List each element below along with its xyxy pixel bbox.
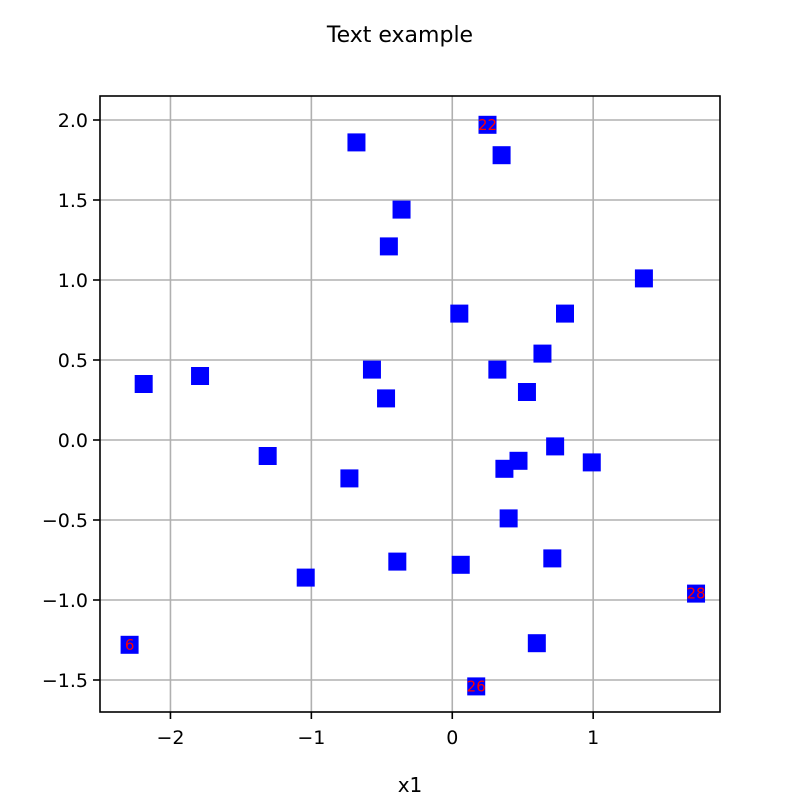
- x-tick-label: 0: [446, 727, 458, 749]
- scatter-point: [347, 133, 366, 152]
- y-tick-label: 1.5: [58, 190, 88, 212]
- scatter-point: [296, 568, 315, 587]
- point-annotation: 22: [478, 116, 497, 134]
- x-tick-label: −2: [156, 727, 184, 749]
- point-annotation: 6: [125, 636, 135, 654]
- scatter-point: [120, 635, 139, 654]
- point-annotation: 28: [686, 585, 705, 603]
- scatter-point: [533, 344, 552, 363]
- scatter-point: [492, 146, 511, 165]
- scatter-point: [258, 447, 277, 465]
- scatter-point: [379, 237, 398, 256]
- y-tick-label: 2.0: [58, 110, 88, 132]
- scatter-point: [478, 115, 497, 134]
- scatter-point: [451, 555, 470, 574]
- point-annotation: 26: [467, 677, 486, 695]
- scatter-point: [634, 269, 653, 288]
- y-tick-label: −1.0: [42, 590, 88, 612]
- scatter-point: [134, 375, 153, 393]
- scatter-point: [517, 383, 536, 401]
- scatter-point: [556, 304, 574, 323]
- x-axis-label: x1: [398, 773, 423, 797]
- x-tick-label: −1: [297, 727, 325, 749]
- scatter-point: [546, 437, 565, 456]
- scatter-point: [340, 469, 359, 488]
- y-tick-label: −0.5: [42, 510, 88, 532]
- y-tick-label: −1.5: [42, 670, 88, 692]
- scatter-point: [450, 304, 469, 323]
- scatter-point: [509, 451, 528, 470]
- scatter-point: [388, 552, 407, 571]
- scatter-point: [495, 459, 514, 478]
- scatter-point: [687, 584, 706, 603]
- grid: [100, 96, 720, 712]
- x-tick-label: 1: [587, 727, 599, 749]
- scatter-point: [191, 367, 210, 385]
- scatter-point: [499, 509, 518, 528]
- scatter-point: [488, 360, 507, 379]
- axis-ticks: −2 −1 0 1 −1.5 −1.0 −0.5 0.0 0.5 1.0 1.5 2.0: [42, 110, 599, 749]
- y-tick-label: 0.5: [58, 350, 88, 372]
- scatter-point: [362, 360, 381, 379]
- point-annotations: 22 28 6 26: [125, 116, 706, 696]
- plot-frame: [99, 95, 721, 713]
- y-tick-label: 1.0: [58, 270, 88, 292]
- scatter-point: [377, 389, 396, 408]
- scatter-point: [582, 453, 601, 472]
- scatter-point: [467, 677, 486, 696]
- scatter-point: [543, 549, 562, 568]
- data-points: [120, 115, 706, 696]
- chart-title: Text example: [326, 23, 473, 48]
- y-tick-label: 0.0: [58, 430, 88, 452]
- scatter-point: [527, 634, 546, 653]
- scatter-point: [392, 200, 411, 219]
